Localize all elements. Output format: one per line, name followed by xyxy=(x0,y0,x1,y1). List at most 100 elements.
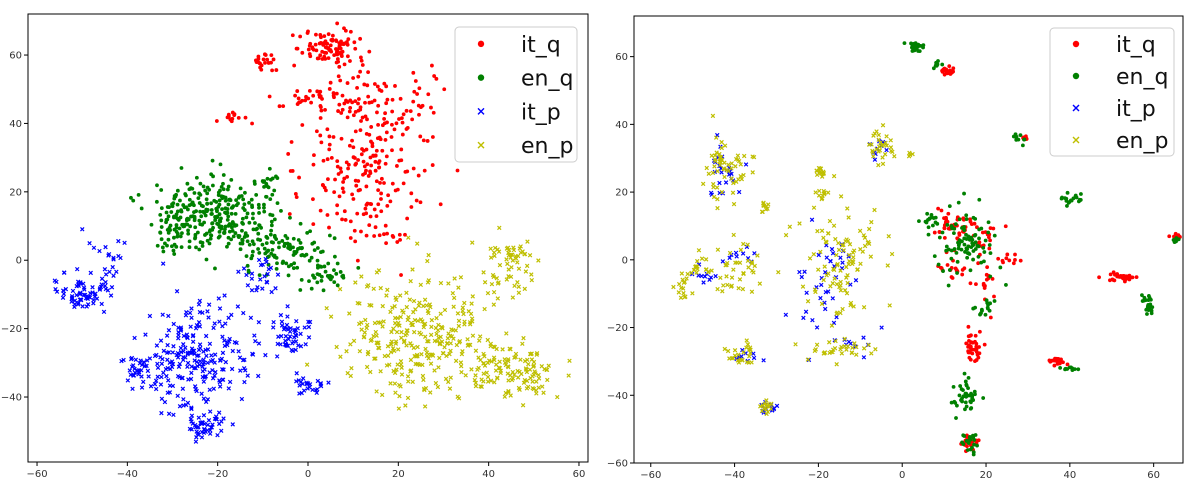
point-en_p xyxy=(862,243,868,249)
point-it_q xyxy=(384,84,389,89)
point-it_q xyxy=(945,71,950,76)
point-it_p xyxy=(207,387,213,393)
point-it_q xyxy=(367,223,372,227)
point-en_q xyxy=(205,191,210,196)
point-en_q xyxy=(218,224,223,229)
point-en_q xyxy=(951,226,955,230)
point-en_q xyxy=(262,209,267,214)
point-en_p xyxy=(404,328,410,333)
point-it_q xyxy=(398,237,402,242)
point-en_p xyxy=(397,293,403,298)
y-tick-label: 60 xyxy=(9,51,22,62)
point-en_p xyxy=(530,379,535,384)
point-it_p xyxy=(81,285,87,290)
point-it_p xyxy=(214,417,220,422)
point-en_p xyxy=(362,334,367,339)
point-it_q xyxy=(375,136,380,141)
point-en_p xyxy=(462,300,467,306)
point-it_p xyxy=(832,264,837,269)
point-en_p xyxy=(744,345,749,350)
point-it_p xyxy=(130,363,136,368)
point-en_p xyxy=(721,283,726,288)
point-en_p xyxy=(432,368,437,373)
point-it_p xyxy=(158,382,164,387)
point-en_q xyxy=(198,222,203,227)
point-en_p xyxy=(715,168,720,174)
point-en_p xyxy=(426,339,431,344)
point-it_p xyxy=(132,335,137,341)
point-en_q xyxy=(945,223,950,227)
point-en_p xyxy=(860,249,865,254)
point-en_p xyxy=(685,271,690,277)
point-en_q xyxy=(172,196,177,201)
point-en_q xyxy=(159,218,164,223)
point-en_q xyxy=(957,393,962,398)
point-en_p xyxy=(850,250,856,255)
point-en_q xyxy=(195,230,200,235)
point-en_q xyxy=(971,249,976,253)
point-it_q xyxy=(346,37,351,42)
point-en_p xyxy=(740,286,746,292)
point-it_q xyxy=(338,78,343,83)
point-it_q xyxy=(394,121,399,126)
point-it_q xyxy=(335,164,340,169)
point-it_q xyxy=(372,207,377,212)
point-it_q xyxy=(334,60,339,65)
point-it_p xyxy=(834,314,839,320)
point-en_p xyxy=(722,174,727,180)
point-it_p xyxy=(241,310,246,316)
point-en_p xyxy=(446,331,451,336)
point-it_p xyxy=(298,331,303,337)
point-en_p xyxy=(388,309,393,315)
point-en_q xyxy=(231,204,236,209)
point-it_p xyxy=(80,304,85,309)
point-it_p xyxy=(199,435,205,440)
y-tick-label: 20 xyxy=(615,188,628,199)
point-en_p xyxy=(391,326,396,332)
point-en_p xyxy=(838,347,843,352)
point-en_p xyxy=(491,289,497,295)
point-it_q xyxy=(363,171,368,176)
point-en_q xyxy=(197,247,202,252)
point-en_p xyxy=(392,304,397,309)
point-en_p xyxy=(764,411,769,417)
point-it_p xyxy=(201,360,207,365)
point-en_q xyxy=(965,448,970,452)
point-it_p xyxy=(699,273,704,279)
point-en_q xyxy=(178,234,183,239)
point-en_p xyxy=(411,298,417,304)
point-it_p xyxy=(249,271,255,276)
point-it_q xyxy=(429,105,433,110)
point-it_q xyxy=(325,213,330,217)
point-it_q xyxy=(393,84,397,88)
point-en_q xyxy=(326,261,331,266)
point-it_q xyxy=(408,109,413,114)
point-it_q xyxy=(395,164,399,168)
point-it_q xyxy=(315,89,320,94)
point-en_p xyxy=(722,143,728,148)
point-it_p xyxy=(139,374,144,379)
point-en_p xyxy=(428,361,434,366)
point-it_p xyxy=(298,343,304,349)
point-en_p xyxy=(416,303,422,309)
point-en_q xyxy=(1140,299,1145,303)
point-en_q xyxy=(256,202,261,207)
point-en_q xyxy=(271,253,276,258)
point-en_q xyxy=(216,193,221,198)
point-it_p xyxy=(111,273,116,279)
point-it_p xyxy=(804,290,809,296)
point-it_q xyxy=(318,53,323,58)
point-it_q xyxy=(342,209,347,214)
point-en_p xyxy=(735,153,741,158)
point-it_q xyxy=(947,64,952,69)
point-en_p xyxy=(407,297,413,302)
point-it_q xyxy=(341,190,346,194)
point-it_q xyxy=(335,211,340,216)
point-it_q xyxy=(336,74,341,79)
point-en_p xyxy=(849,350,855,355)
point-it_q xyxy=(415,92,420,96)
point-en_q xyxy=(221,194,226,199)
point-en_q xyxy=(229,177,234,182)
point-en_p xyxy=(438,311,443,317)
point-it_p xyxy=(91,245,97,251)
